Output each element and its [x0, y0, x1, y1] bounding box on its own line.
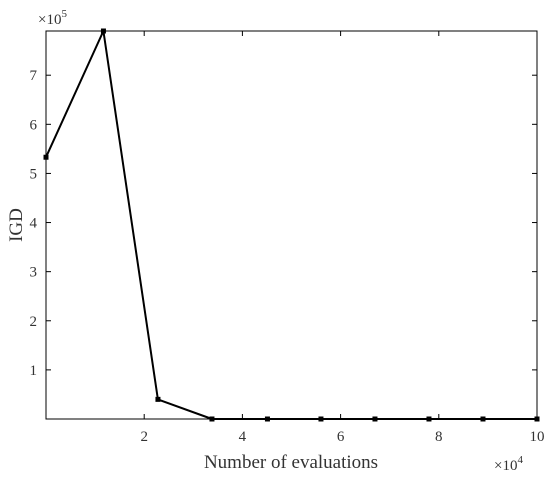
x-axis-label: Number of evaluations	[204, 452, 378, 473]
x-axis-exponent: ×104	[494, 454, 523, 474]
series-line	[45, 30, 537, 420]
data-point	[155, 396, 161, 402]
x-tick-label: 2	[140, 429, 148, 445]
x-axis-exponent-base: ×10	[494, 458, 517, 474]
y-axis-exponent: ×105	[38, 8, 67, 28]
x-axis-exponent-power: 4	[517, 454, 523, 466]
x-tick-label: 10	[530, 429, 545, 445]
y-axis-exponent-power: 5	[61, 8, 67, 20]
y-tick-label: 6	[30, 117, 38, 133]
y-tick-label: 1	[30, 363, 38, 379]
y-tick-label: 4	[30, 216, 38, 232]
x-tick-label: 4	[239, 429, 247, 445]
y-axis-exponent-base: ×10	[38, 12, 61, 28]
y-tick-label: 2	[30, 314, 38, 330]
y-tick-label: 5	[30, 166, 38, 182]
x-tick-label: 8	[435, 429, 443, 445]
marks-layer	[43, 28, 540, 422]
y-axis-label: IGD	[6, 208, 27, 242]
y-tick-label: 3	[30, 265, 38, 281]
x-tick-label: 6	[337, 429, 345, 445]
plot-frame	[45, 30, 538, 420]
y-tick-label: 7	[30, 68, 38, 84]
